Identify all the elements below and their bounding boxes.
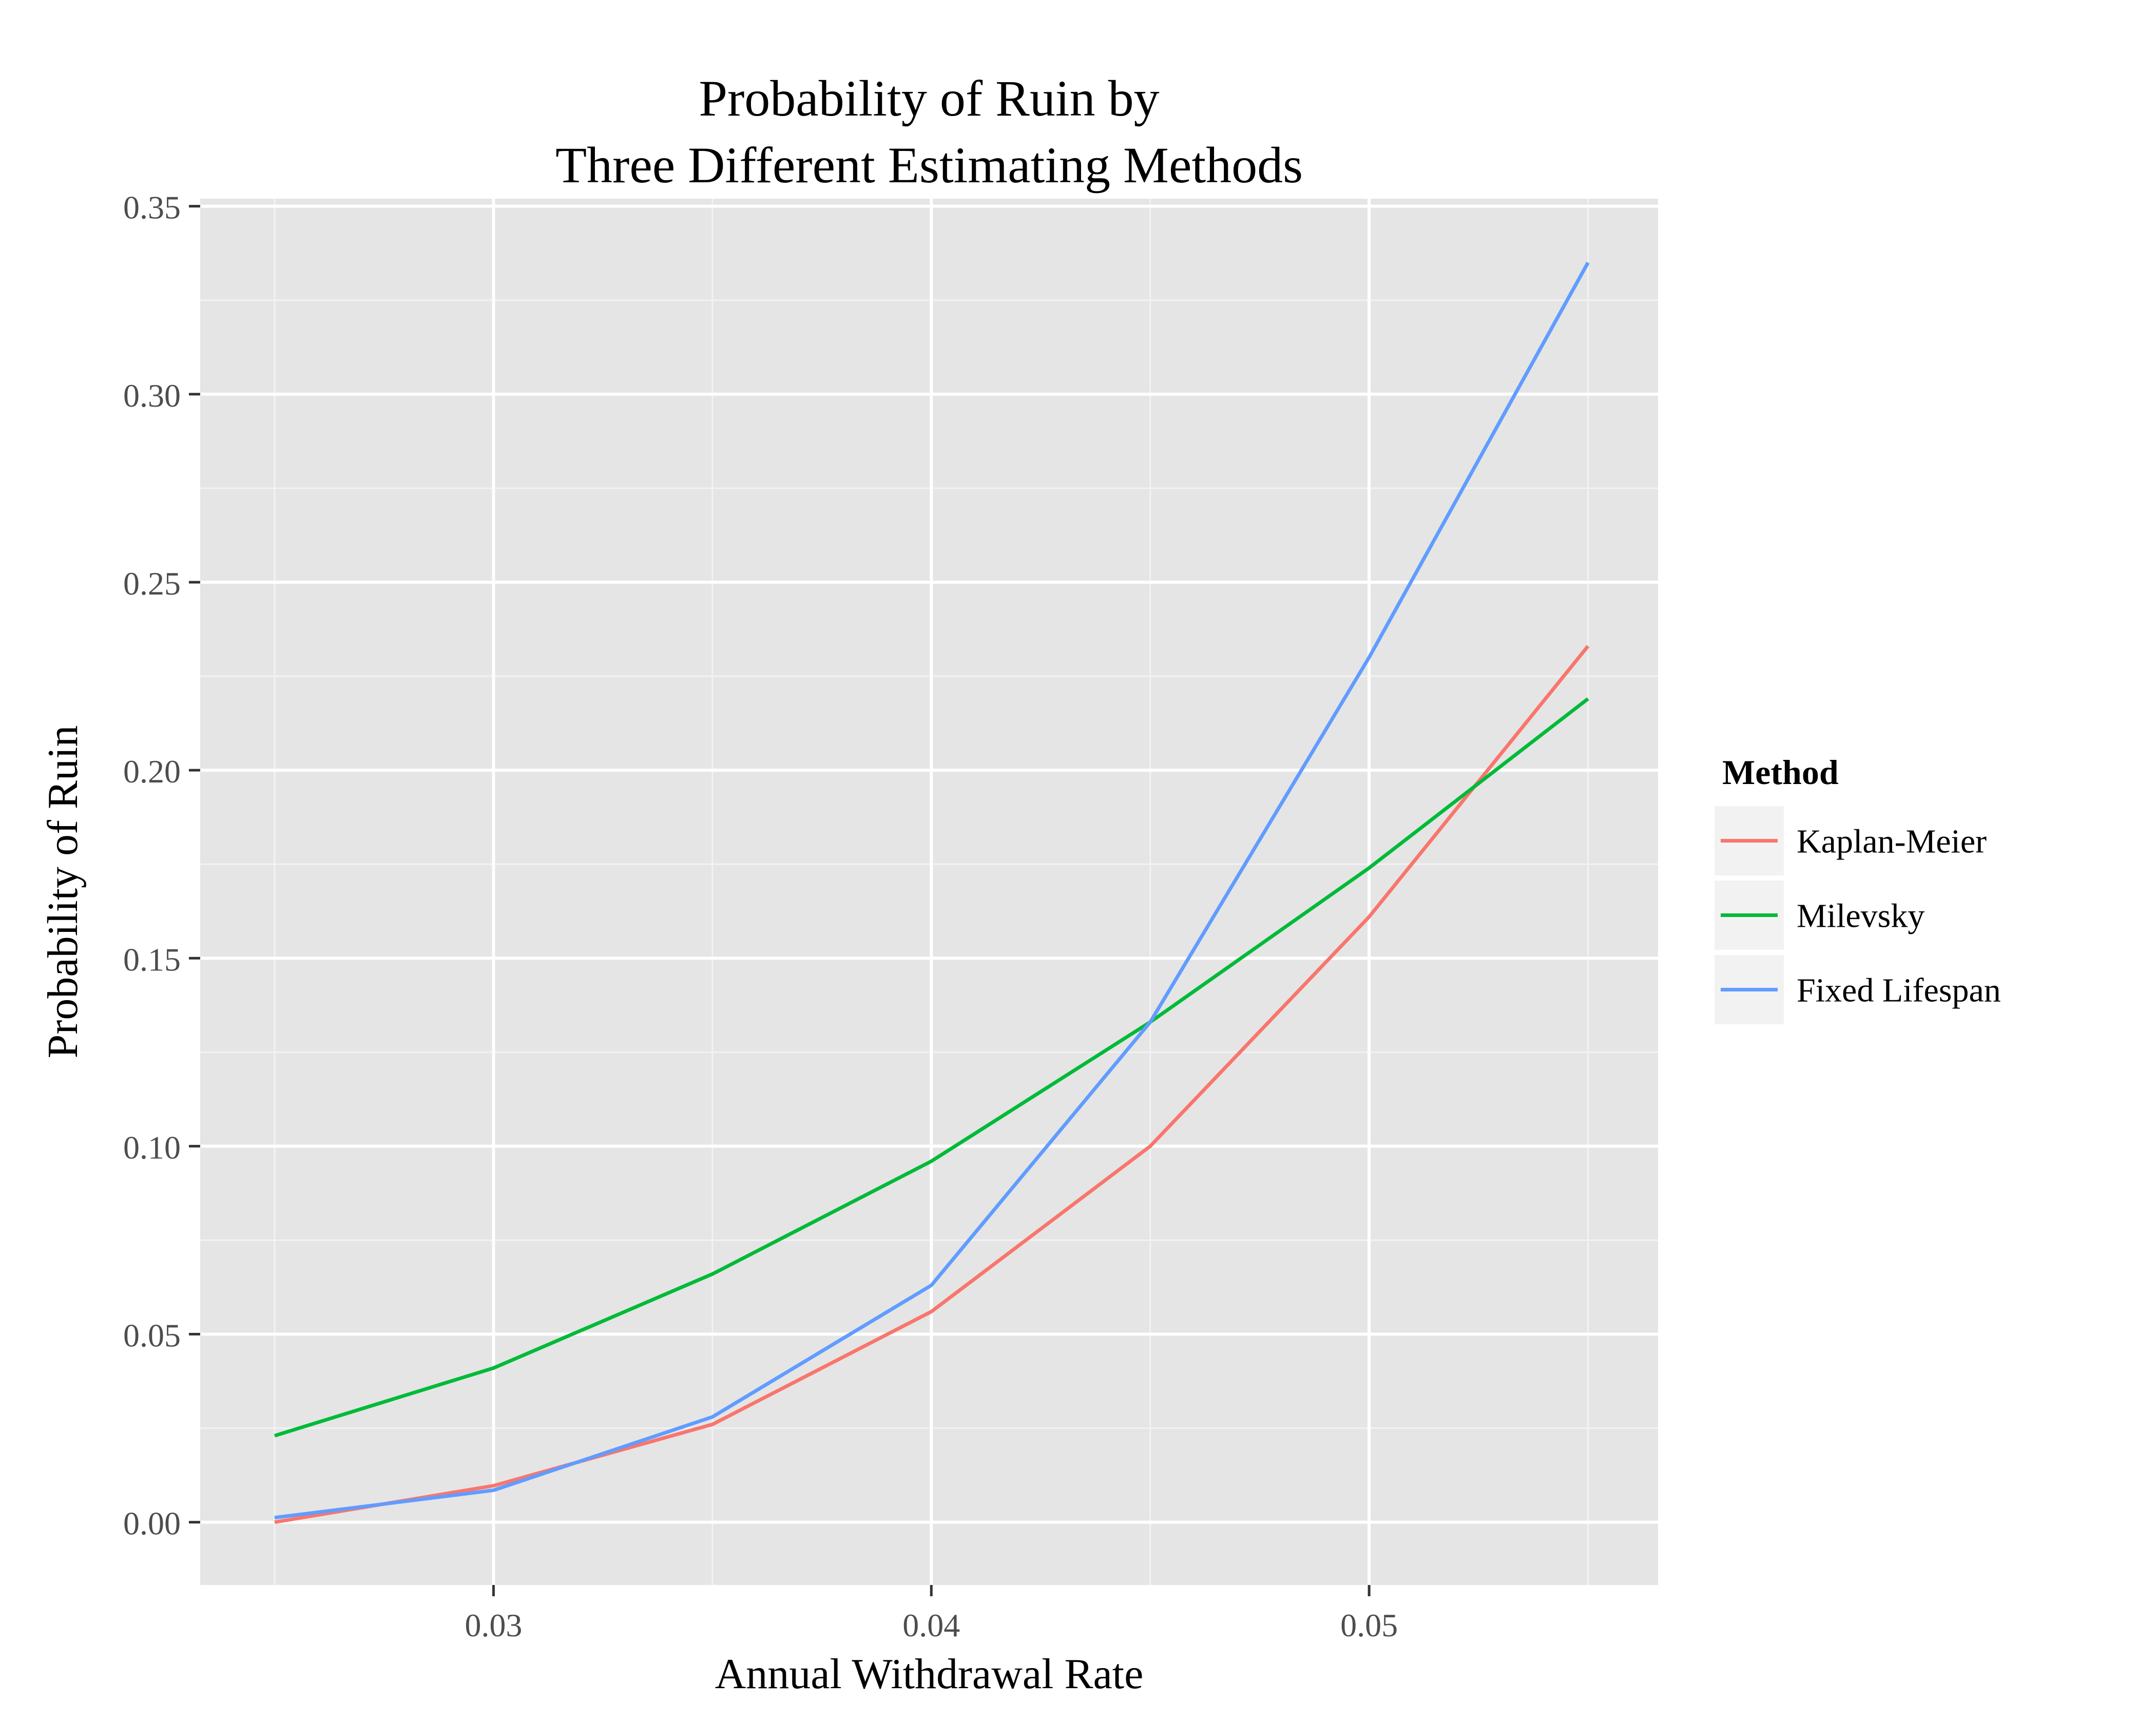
minor-gridlines (200, 199, 1658, 1585)
x-axis-label: Annual Withdrawal Rate (715, 1650, 1144, 1698)
y-tick-label-3: 0.15 (123, 941, 181, 978)
x-axis-tick-labels: 0.03 0.04 0.05 (465, 1607, 1398, 1643)
chart-title-line-2: Three Different Estimating Methods (555, 137, 1303, 194)
series-line-fixed-lifespan (274, 261, 1590, 1520)
y-axis-tick-labels: 0.00 0.05 0.10 0.15 0.20 0.25 0.30 0.35 (123, 189, 181, 1542)
legend-items: Kaplan-Meier Milevsky Fixed Lifespan (1715, 806, 2001, 1024)
y-axis-label: Probability of Ruin (39, 725, 87, 1059)
series-lines (274, 261, 1590, 1524)
y-tick-label-2: 0.10 (123, 1129, 181, 1165)
y-tick-label-7: 0.35 (123, 189, 181, 226)
legend-label-milevsky: Milevsky (1797, 897, 1924, 935)
series-line-milevsky (274, 697, 1589, 1438)
y-tick-label-0: 0.00 (123, 1505, 181, 1542)
plot-panel (200, 199, 1658, 1585)
series-line-kaplan-meier (274, 645, 1590, 1524)
chart-title-line-1: Probability of Ruin by (699, 70, 1159, 127)
legend-title: Method (1722, 753, 1839, 792)
major-gridlines (200, 199, 1658, 1585)
y-tick-label-6: 0.30 (123, 377, 181, 414)
legend-label-kaplan-meier: Kaplan-Meier (1797, 823, 1987, 861)
y-tick-label-1: 0.05 (123, 1317, 181, 1354)
legend: Method Kaplan-Meier Milevsky Fixed Lifespa… (1715, 753, 2001, 1024)
chart-title: Probability of Ruin by Three Different E… (555, 70, 1303, 194)
axis-ticks (189, 205, 1371, 1596)
legend-label-fixed-lifespan: Fixed Lifespan (1797, 972, 2001, 1009)
x-tick-label-2: 0.05 (1340, 1607, 1398, 1643)
x-tick-label-0: 0.03 (465, 1607, 522, 1643)
x-tick-label-1: 0.04 (902, 1607, 960, 1643)
y-tick-label-5: 0.25 (123, 565, 181, 602)
y-tick-label-4: 0.20 (123, 753, 181, 790)
